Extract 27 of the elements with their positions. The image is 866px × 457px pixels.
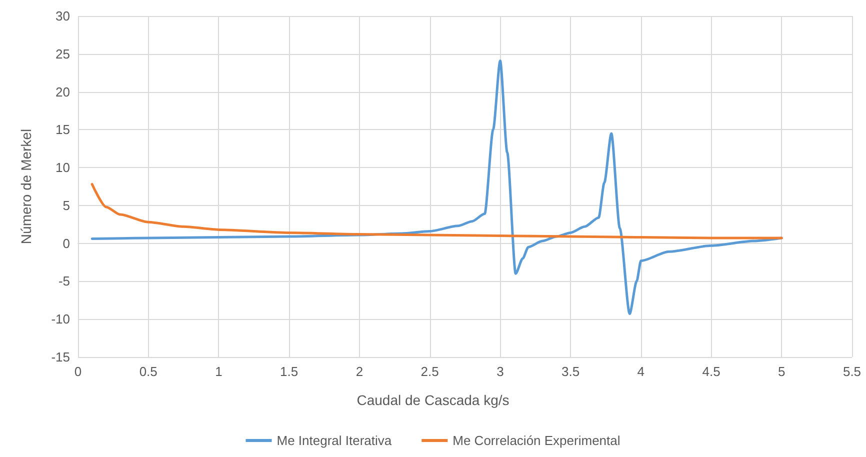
x-tick-label: 5 bbox=[778, 364, 786, 379]
x-axis-title: Caudal de Cascada kg/s bbox=[356, 392, 510, 408]
y-tick-label: 20 bbox=[56, 84, 70, 100]
x-tick-label: 3 bbox=[496, 364, 504, 379]
x-tick-label: 2 bbox=[356, 364, 364, 379]
legend-label: Me Integral Iterativa bbox=[276, 433, 392, 448]
x-tick-label: 4 bbox=[637, 364, 645, 379]
x-tick-label: 0.5 bbox=[139, 364, 158, 379]
y-tick-label: -15 bbox=[51, 350, 70, 364]
y-tick-label: 30 bbox=[56, 8, 70, 24]
line-series bbox=[90, 182, 783, 240]
x-tick-label: 1.5 bbox=[280, 364, 298, 379]
y-tick-label: 0 bbox=[62, 236, 70, 251]
x-tick-label: 4.5 bbox=[702, 364, 720, 379]
y-axis-title: Número de Merkel bbox=[18, 128, 34, 244]
x-tick-label: 3.5 bbox=[562, 364, 580, 379]
y-tick-label: 25 bbox=[56, 46, 70, 62]
y-tick-label: 10 bbox=[56, 160, 70, 176]
x-tick-label: 0 bbox=[74, 364, 82, 379]
y-tick-label: -10 bbox=[51, 312, 70, 327]
x-tick-label: 5.5 bbox=[842, 364, 862, 379]
x-tick-label: 1 bbox=[215, 364, 222, 379]
legend-label: Me Correlación Experimental bbox=[452, 433, 620, 448]
y-tick-label: 15 bbox=[56, 122, 70, 138]
y-tick-label: 5 bbox=[62, 198, 70, 213]
y-tick-label: -5 bbox=[58, 274, 70, 289]
x-tick-label: 2.5 bbox=[420, 364, 439, 379]
